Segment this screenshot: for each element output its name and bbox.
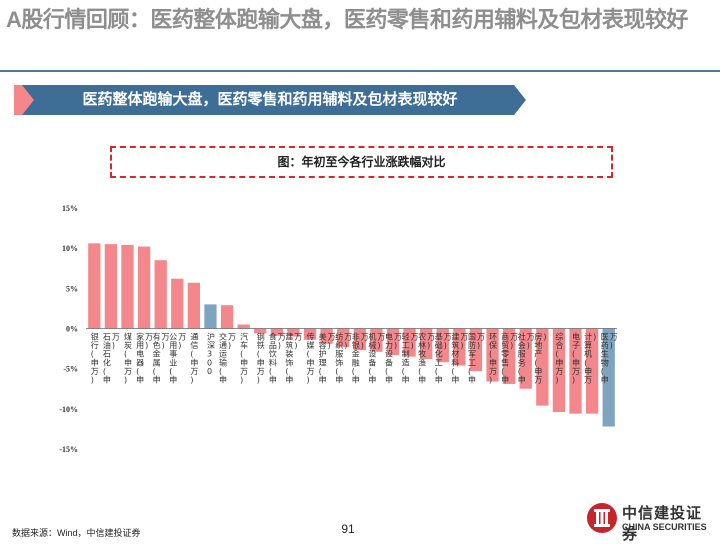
category-label: 非银金融(申万) bbox=[352, 332, 369, 385]
y-tick-label: 0% bbox=[66, 325, 78, 334]
bar bbox=[237, 324, 250, 329]
category-label: 建筑材料(申万) bbox=[451, 332, 468, 385]
source-note: 数据来源：Wind，中信建投证券 bbox=[12, 528, 141, 538]
bar bbox=[486, 328, 499, 382]
category-label: 电子(申万) bbox=[572, 332, 580, 385]
bar bbox=[536, 328, 549, 406]
category-label: 农林牧渔(申万) bbox=[418, 332, 435, 385]
bar bbox=[552, 328, 566, 413]
bar bbox=[121, 244, 134, 329]
bar bbox=[287, 328, 300, 337]
bar bbox=[370, 328, 383, 352]
bar bbox=[254, 328, 267, 334]
category-label: 国防军工(申万) bbox=[468, 333, 485, 385]
category-label: 银行(申万) bbox=[91, 332, 99, 385]
category-label: 石油石化(申万) bbox=[103, 333, 120, 385]
logo-text-cn: 中信建投证券 bbox=[622, 505, 703, 543]
page-number: 91 bbox=[341, 522, 355, 536]
bar bbox=[220, 305, 234, 329]
y-tick-label: -5% bbox=[63, 365, 78, 374]
category-label: 交通运输(申万) bbox=[219, 332, 236, 385]
y-tick-label: 15% bbox=[62, 204, 78, 213]
category-label: 公用事业(申万) bbox=[169, 333, 186, 385]
bar bbox=[187, 282, 200, 329]
category-label: 基础化工(申万) bbox=[435, 332, 452, 385]
category-label: 家用电器(申万) bbox=[136, 332, 153, 385]
y-tick-label: 10% bbox=[62, 244, 78, 253]
bar bbox=[270, 328, 283, 336]
bar bbox=[353, 328, 366, 351]
category-label: 医药生物(申万) bbox=[601, 333, 618, 385]
bar bbox=[204, 304, 217, 329]
category-label: 食品饮料(申万) bbox=[269, 332, 286, 385]
chart-title-box: 图：年初至今各行业涨跌幅对比 bbox=[110, 146, 613, 178]
bar bbox=[154, 260, 167, 329]
bar bbox=[602, 328, 615, 427]
category-label: 轻工制造(申万) bbox=[402, 332, 419, 385]
bar bbox=[420, 328, 433, 360]
bar bbox=[303, 328, 317, 340]
banner-text: 医药整体跑输大盘，医药零售和药用辅料及包材表现较好 bbox=[82, 91, 458, 108]
category-label: 社会服务(申万) bbox=[518, 332, 535, 385]
category-label: 商贸零售(申万) bbox=[501, 332, 518, 385]
logo-text-en: CHINA SECURITIES bbox=[622, 522, 707, 532]
category-label: 纺织服饰(申万) bbox=[335, 332, 352, 385]
bar bbox=[569, 328, 582, 414]
category-label: 房地产(申万) bbox=[534, 332, 546, 385]
bar bbox=[585, 328, 599, 414]
category-label: 沪深 3 0 0 bbox=[207, 332, 215, 376]
category-label: 煤炭(申万) bbox=[124, 332, 132, 385]
bar-chart: 15% 10% 5% 0% -5% -10% -15% 银行(申万) 石油石化(申万) 煤炭(申万… bbox=[59, 204, 618, 454]
bar bbox=[337, 328, 350, 347]
title-divider bbox=[0, 70, 720, 72]
bar bbox=[403, 328, 416, 357]
bar bbox=[386, 328, 400, 356]
category-label: 钢铁(申万) bbox=[257, 332, 265, 385]
category-label: 美容护理(申万) bbox=[319, 332, 336, 385]
category-label: 有色金属(申万) bbox=[153, 332, 170, 385]
y-tick-label: -15% bbox=[59, 445, 78, 454]
logo-emblem-icon bbox=[587, 503, 617, 533]
bar bbox=[88, 243, 101, 329]
category-label: 建筑装饰(申万) bbox=[285, 332, 302, 385]
category-label: 环保(申万) bbox=[489, 333, 497, 385]
category-label: 电力设备(申万) bbox=[385, 332, 402, 385]
bar bbox=[519, 328, 532, 389]
bar bbox=[503, 328, 516, 384]
bar bbox=[104, 244, 118, 329]
company-logo: 中信建投证券 CHINA SECURITIES bbox=[586, 500, 716, 543]
bar bbox=[436, 328, 449, 363]
chart-title: 图：年初至今各行业涨跌幅对比 bbox=[277, 155, 446, 169]
bar bbox=[320, 328, 333, 344]
bar bbox=[469, 328, 483, 372]
bar bbox=[137, 246, 151, 329]
category-label: 综合(申万) bbox=[555, 332, 563, 385]
category-label: 机械设备(申万) bbox=[368, 332, 385, 385]
bar bbox=[453, 328, 466, 366]
category-label: 汽车(申万) bbox=[240, 332, 248, 385]
y-tick-label: -10% bbox=[59, 405, 78, 414]
page-title: A股行情回顾：医药整体跑输大盘，医药零售和药用辅料及包材表现较好 bbox=[6, 7, 688, 32]
section-banner: 医药整体跑输大盘，医药零售和药用辅料及包材表现较好 bbox=[14, 85, 526, 115]
banner-shape bbox=[14, 85, 526, 115]
category-label: 传媒(申万) bbox=[307, 332, 315, 385]
bar bbox=[171, 278, 184, 329]
category-label: 计算机(申万) bbox=[584, 332, 596, 385]
category-label: 通信(申万) bbox=[190, 332, 198, 385]
y-tick-label: 5% bbox=[66, 284, 78, 293]
